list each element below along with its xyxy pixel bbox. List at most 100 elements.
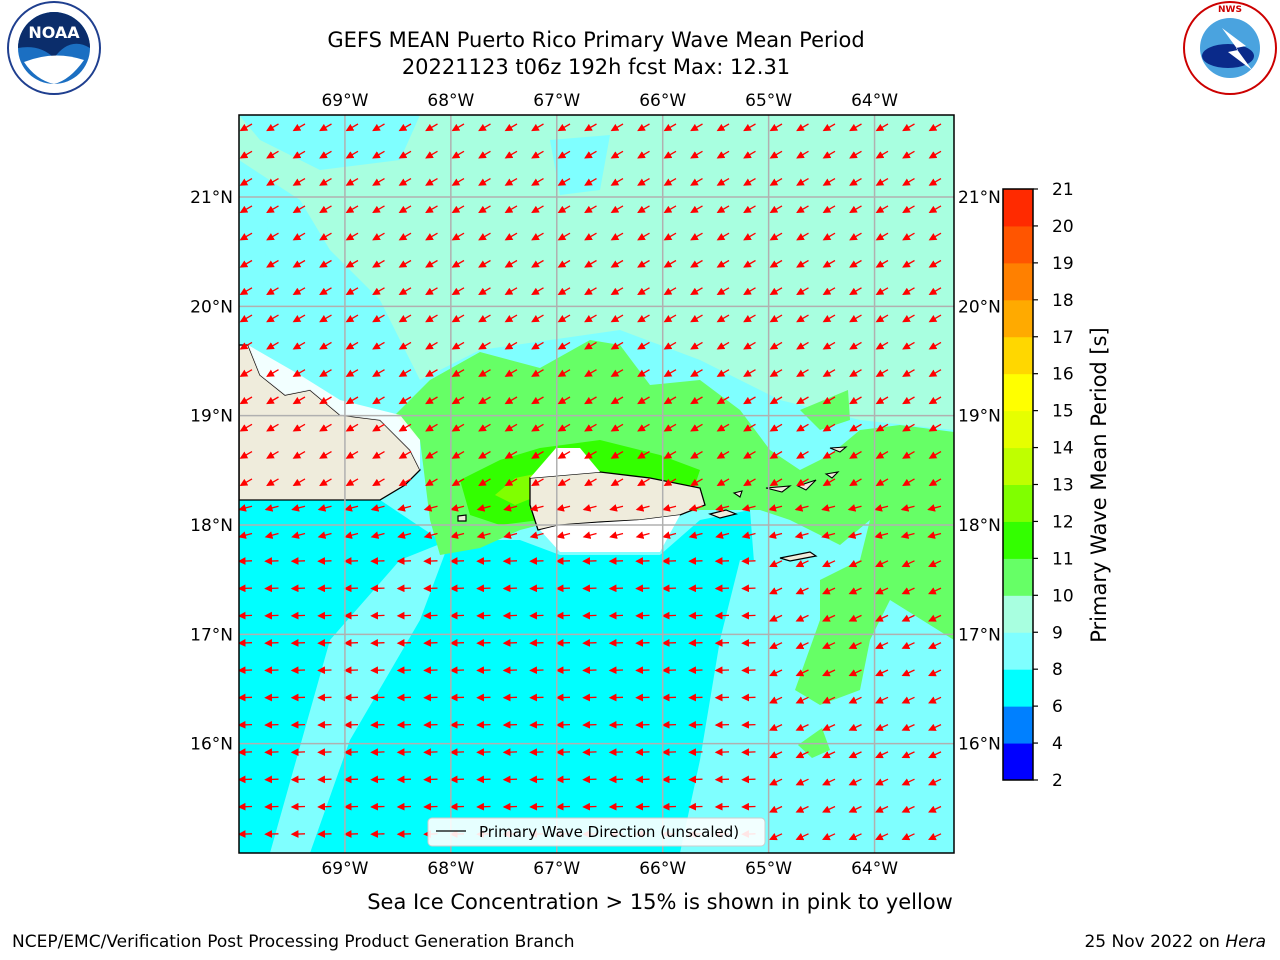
wave-direction-arrow (319, 178, 332, 186)
wave-direction-arrow (451, 205, 465, 214)
wave-direction-arrow (345, 314, 359, 323)
wave-direction-arrow (848, 587, 862, 595)
wave-direction-arrow (478, 259, 491, 268)
wave-direction-arrow (478, 423, 491, 432)
wave-direction-arrow (425, 423, 438, 432)
wave-direction-arrow (398, 314, 412, 323)
wave-direction-arrow (266, 423, 279, 432)
wave-direction-arrow (372, 287, 385, 295)
colorbar-segment (1003, 521, 1033, 559)
lon-label-top: 68°W (427, 91, 474, 111)
wave-direction-arrow (531, 423, 544, 432)
wave-direction-arrow (769, 723, 783, 731)
wave-direction-arrow (875, 833, 889, 841)
wave-direction-arrow (796, 341, 809, 350)
wave-direction-arrow (663, 341, 677, 350)
wave-direction-arrow (769, 259, 783, 268)
wave-direction-arrow (529, 531, 544, 539)
wave-direction-arrow (266, 178, 279, 186)
colorbar: 2 4 6 8 9 10 11 12 13 14 15 16 17 18 19 20 21 (1002, 180, 1074, 791)
colorbar-segment (1003, 484, 1033, 522)
colorbar-segment (1003, 189, 1033, 227)
wave-direction-arrow (928, 805, 942, 813)
wave-direction-arrow (425, 259, 438, 268)
colorbar-tick-label: 4 (1052, 734, 1063, 754)
wave-direction-arrow (478, 123, 491, 132)
wave-direction-arrow (610, 150, 624, 159)
wave-direction-arrow (504, 423, 518, 432)
wave-direction-arrow (266, 232, 279, 241)
wave-direction-arrow (795, 723, 809, 731)
colorbar-tick-label: 16 (1052, 365, 1074, 385)
wave-direction-arrow (902, 123, 915, 132)
colorbar-segment (1003, 669, 1033, 707)
wave-direction-arrow (398, 369, 412, 377)
wave-direction-arrow (662, 504, 677, 512)
wave-direction-arrow (557, 369, 571, 377)
lon-label-bottom: 68°W (427, 859, 474, 879)
wave-direction-arrow (292, 341, 306, 350)
wave-direction-arrow (769, 778, 783, 786)
wave-direction-arrow (319, 150, 332, 159)
wave-direction-arrow (796, 369, 809, 377)
wave-direction-arrow (610, 341, 624, 350)
wave-direction-arrow (504, 150, 518, 159)
wave-direction-arrow (557, 396, 571, 405)
wave-direction-arrow (743, 423, 756, 432)
wave-direction-arrow (319, 205, 332, 214)
wave-direction-arrow (398, 232, 412, 241)
wave-direction-arrow (584, 123, 597, 132)
wave-direction-arrow (239, 369, 253, 377)
wave-direction-arrow (822, 805, 836, 813)
wave-direction-arrow (928, 669, 942, 677)
wave-direction-arrow (239, 259, 253, 268)
wave-direction-arrow (531, 478, 544, 487)
wave-direction-arrow (796, 478, 809, 487)
wave-direction-arrow (822, 259, 836, 268)
wave-direction-arrow (504, 341, 518, 350)
wave-direction-arrow (848, 560, 862, 568)
wave-direction-arrow (821, 531, 836, 539)
wave-direction-arrow (529, 504, 544, 512)
wave-direction-arrow (504, 123, 518, 132)
wave-direction-arrow (794, 504, 809, 512)
wave-direction-arrow (663, 369, 677, 377)
wave-direction-arrow (716, 123, 730, 132)
wave-direction-arrow (372, 232, 385, 241)
wave-direction-arrow (822, 723, 836, 731)
wave-direction-arrow (504, 287, 518, 295)
lon-label-top: 67°W (533, 91, 580, 111)
wave-direction-arrow (345, 287, 359, 295)
colorbar-title: Primary Wave Mean Period [s] (1087, 327, 1111, 643)
wave-direction-arrow (928, 396, 942, 405)
colorbar-tick-label: 19 (1052, 254, 1074, 274)
wave-direction-arrow (901, 614, 915, 622)
wave-direction-arrow (531, 205, 544, 214)
wave-direction-arrow (901, 833, 915, 841)
wave-direction-arrow (291, 504, 306, 512)
wave-direction-arrow (928, 723, 942, 731)
wave-direction-arrow (902, 259, 915, 268)
wave-direction-arrow (848, 614, 862, 622)
wave-direction-arrow (927, 531, 942, 539)
wave-direction-arrow (425, 123, 438, 132)
wave-direction-arrow (927, 504, 942, 512)
wave-direction-arrow (504, 259, 518, 268)
wave-direction-arrow (317, 531, 332, 539)
wave-direction-arrow (610, 287, 624, 295)
wave-direction-arrow (822, 205, 836, 214)
wave-direction-arrow (928, 423, 942, 432)
wave-direction-arrow (531, 150, 544, 159)
wave-direction-arrow (478, 369, 491, 377)
wave-direction-arrow (769, 369, 783, 377)
colorbar-segment (1003, 225, 1033, 264)
wave-direction-arrow (266, 341, 279, 350)
colorbar-tick-label: 10 (1052, 586, 1074, 606)
wave-direction-arrow (266, 123, 279, 132)
wave-direction-arrow (743, 232, 756, 241)
wave-direction-arrow (743, 259, 756, 268)
wave-direction-arrow (768, 504, 783, 512)
wave-direction-arrow (796, 150, 809, 159)
wave-direction-arrow (637, 150, 650, 159)
lat-label-left: 21°N (190, 188, 233, 208)
